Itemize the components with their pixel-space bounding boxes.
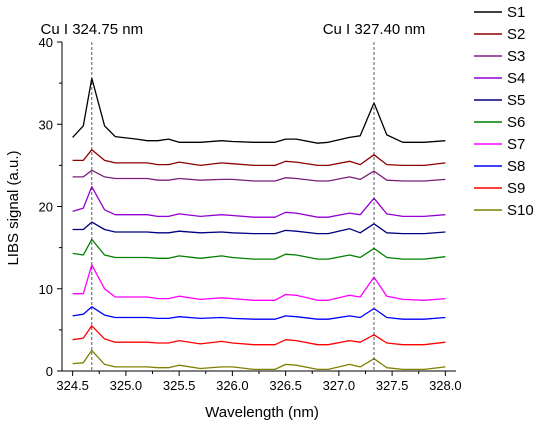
legend-label-s10: S10 [507,202,534,219]
peak-label: Cu I 327.40 nm [323,21,426,38]
legend-label-s3: S3 [507,48,525,65]
x-tick-label: 324.5 [56,378,89,393]
y-tick-label: 10 [39,282,53,297]
series-line-s6 [72,238,446,260]
y-tick-label: 40 [39,35,53,50]
series-line-s10 [72,349,446,371]
series-line-s3 [72,169,446,182]
legend: S1 S2 S3 S4 S5 S6 S7 S8 S9 S10 [474,4,534,219]
y-tick-label: 20 [39,200,53,215]
x-tick-label: 327.5 [376,378,409,393]
x-tick-label: 325.5 [163,378,196,393]
legend-label-s1: S1 [507,4,525,21]
y-axis-title: LIBS signal (a.u.) [5,150,22,265]
series-line-s8 [72,306,446,320]
x-axis-title: Wavelength (nm) [205,404,319,421]
x-tick-label: 325.0 [110,378,143,393]
x-tick-label: 327.0 [323,378,356,393]
y-tick-label: 30 [39,117,53,132]
peak-annotations: Cu I 324.75 nm Cu I 327.40 nm [41,21,426,371]
series-line-s4 [72,186,446,218]
legend-label-s6: S6 [507,114,525,131]
series-line-s9 [72,325,446,346]
y-tick-label: 0 [46,364,53,379]
series-line-s5 [72,221,446,235]
plot-area [72,77,446,371]
axes: 324.5 325.0 325.5 326.0 326.5 327.0 327.5 328.0… [39,35,462,393]
series-line-s7 [72,264,446,301]
x-tick-label: 326.0 [216,378,249,393]
legend-label-s4: S4 [507,70,525,87]
legend-label-s9: S9 [507,180,525,197]
x-tick-label: 326.5 [269,378,302,393]
legend-label-s8: S8 [507,158,525,175]
series-line-s1 [72,77,446,144]
series-line-s2 [72,149,446,167]
peak-label: Cu I 324.75 nm [41,21,144,38]
legend-label-s7: S7 [507,136,525,153]
legend-label-s5: S5 [507,92,525,109]
x-tick-label: 328.0 [429,378,462,393]
legend-label-s2: S2 [507,26,525,43]
